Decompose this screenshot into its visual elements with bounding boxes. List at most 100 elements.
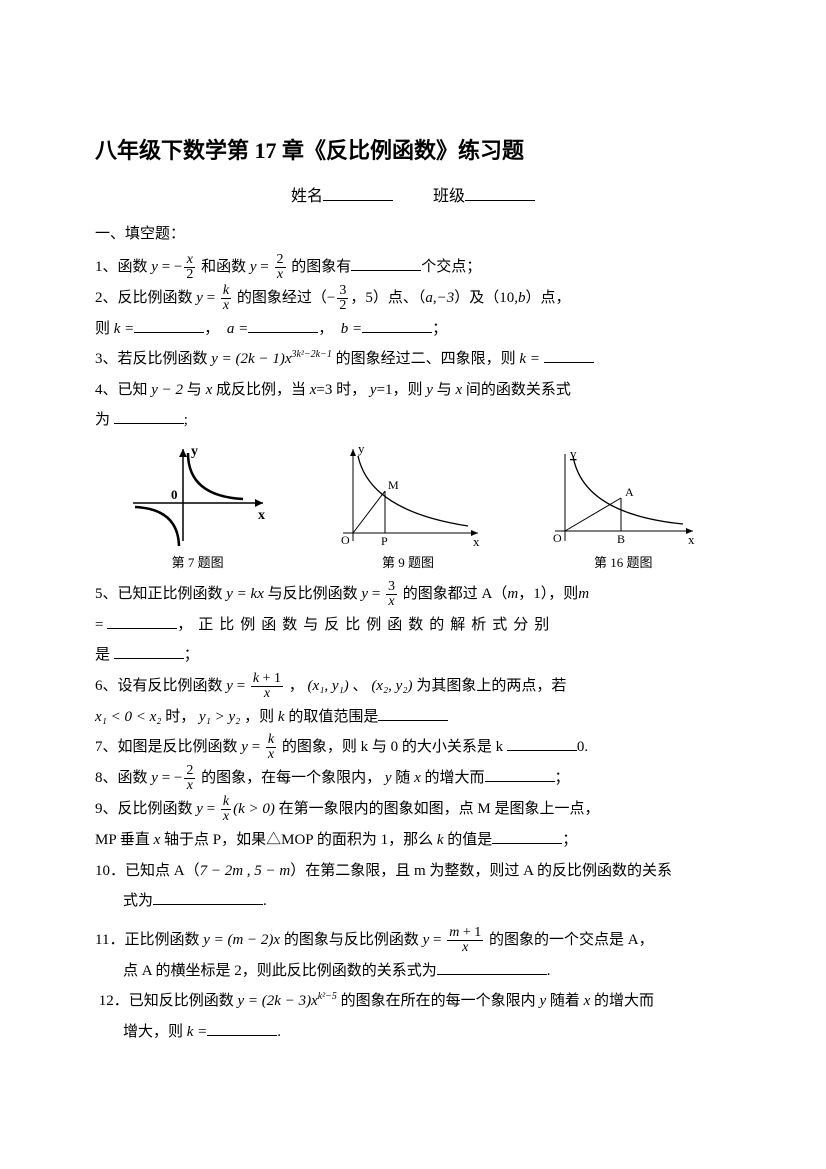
q2-text-e: ）点，	[526, 290, 571, 306]
q4-e: =1，则	[377, 382, 423, 398]
q6-b: ，	[289, 678, 304, 694]
q8-d: 的增大而	[424, 770, 484, 786]
q11-m2x: y = (m − 2)x	[203, 932, 280, 948]
q9-a: 9、反比例函数	[95, 801, 193, 817]
q3-text-a: 3、若反比例函数	[95, 351, 208, 367]
q12-c: 随着	[550, 993, 580, 1009]
question-11: 11．正比例函数 y = (m − 2)x 的图象与反比例函数 y = m + …	[95, 926, 731, 955]
q12-x: x	[584, 993, 591, 1009]
q8-c: 随	[395, 770, 410, 786]
question-10-line2: 式为.	[95, 887, 731, 916]
class-blank[interactable]	[465, 184, 535, 201]
q12-y: y	[539, 993, 546, 1009]
q11-blank[interactable]	[437, 959, 547, 975]
q8-a: 8、函数	[95, 770, 148, 786]
q8-x: x	[414, 770, 421, 786]
q9-k: k	[437, 832, 444, 848]
q5-blank1[interactable]	[107, 613, 177, 629]
q4-x: x	[206, 382, 213, 398]
q7-b: 的图象，则 k 与 0 的大小关系是 k	[282, 739, 503, 755]
svg-text:x: x	[258, 508, 265, 523]
q12-d: 的增大而	[594, 993, 654, 1009]
q12-a: 12．已知反比例函数	[99, 993, 234, 1009]
svg-text:x: x	[688, 532, 695, 547]
question-9: 9、反比例函数 y = kx(k > 0) 在第一象限内的图象如图，点 M 是图…	[95, 795, 731, 824]
q6-c: 、	[353, 678, 368, 694]
figure-row: x y 0 第 7 题图 x y O M P 第 9 题图	[95, 441, 731, 576]
question-1: 1、函数 y = −x2 和函数 y = 2x 的图象有个交点；	[95, 253, 731, 282]
class-label: 班级	[433, 188, 465, 205]
q12-e: 增大，则	[123, 1024, 183, 1040]
q1-text-a: 1、函数	[95, 259, 148, 275]
q11-d: 点 A 的横坐标是 2，则此反比例函数的关系式为	[123, 963, 437, 979]
q4-y2: y − 2	[151, 382, 183, 398]
q2-text-b: 的图象经过（−	[237, 290, 335, 306]
q2-a2: a =	[227, 321, 248, 337]
q9-e: 的值是	[447, 832, 492, 848]
q4-blank[interactable]	[114, 408, 184, 424]
q7-blank[interactable]	[507, 735, 577, 751]
name-blank[interactable]	[323, 184, 393, 201]
q12-blank[interactable]	[207, 1020, 277, 1036]
q6-x1lt: x₁ < 0 < x₂	[95, 709, 162, 725]
q6-xy2: (x₂, y₂)	[371, 678, 412, 694]
q1-text-c: 的图象有	[291, 259, 351, 275]
q2-blank-k[interactable]	[134, 317, 204, 333]
figure-9: x y O M P 第 9 题图	[328, 441, 488, 576]
question-11-line2: 点 A 的横坐标是 2，则此反比例函数的关系式为.	[95, 957, 731, 986]
q8-b: 的图象，在每一个象限内，	[201, 770, 381, 786]
question-5: 5、已知正比例函数 y = kx 与反比例函数 y = 3x 的图象都过 A（m…	[95, 580, 731, 609]
q2-blank-b[interactable]	[362, 317, 432, 333]
question-5-line2: = ，正比例函数与反比例函数的解析式分别	[95, 611, 731, 640]
name-class-row: 姓名 班级	[95, 182, 731, 212]
q4-h: 为	[95, 412, 110, 428]
q6-k: k	[278, 709, 285, 725]
svg-text:x: x	[473, 534, 480, 549]
q10-72m: 7 − 2m , 5 − m	[200, 863, 291, 879]
svg-text:M: M	[388, 478, 399, 492]
q9-blank[interactable]	[492, 828, 562, 844]
q8-blank[interactable]	[485, 766, 555, 782]
svg-text:O: O	[341, 533, 350, 547]
q4-b: 与	[187, 382, 202, 398]
question-7: 7、如图是反比例函数 y = kx 的图象，则 k 与 0 的大小关系是 k 0…	[95, 733, 731, 762]
svg-text:A: A	[625, 485, 634, 499]
q8-y: y	[385, 770, 392, 786]
q3-blank[interactable]	[544, 347, 594, 363]
question-9-line2: MP 垂直 x 轴于点 P，如果△MOP 的面积为 1，那么 k 的值是；	[95, 826, 731, 855]
fig16-caption: 第 16 题图	[543, 551, 703, 576]
q10-a: 10．已知点 A（	[95, 863, 200, 879]
q3-func: y = (2k − 1)x	[211, 351, 291, 367]
figure-16: x v O A B 第 16 题图	[543, 446, 703, 576]
q4-a: 4、已知	[95, 382, 148, 398]
question-3: 3、若反比例函数 y = (2k − 1)x3k²−2k−1 的图象经过二、四象…	[95, 345, 731, 374]
q11-a: 11．正比例函数	[95, 932, 199, 948]
fig7-caption: 第 7 题图	[123, 551, 273, 576]
q10-c: 式为	[123, 893, 153, 909]
q5-blank2[interactable]	[114, 643, 184, 659]
q3-pow: 3k²−2k−1	[291, 349, 331, 360]
svg-text:P: P	[381, 534, 388, 548]
question-5-line3: 是 ；	[95, 641, 731, 670]
figure-7: x y 0 第 7 题图	[123, 441, 273, 576]
q12-b: 的图象在所在的每一个象限内	[341, 993, 536, 1009]
section-1-label: 一、填空题：	[95, 220, 731, 249]
q7-a: 7、如图是反比例函数	[95, 739, 238, 755]
q6-blank[interactable]	[378, 705, 448, 721]
q4-f: 与	[437, 382, 452, 398]
q1-blank[interactable]	[351, 255, 421, 271]
q2-text-a: 2、反比例函数	[95, 290, 193, 306]
q2-blank-a[interactable]	[248, 317, 318, 333]
q2-a-neg3: a,−3	[425, 290, 454, 306]
q4-g: 间的函数关系式	[466, 382, 571, 398]
q6-a: 6、设有反比例函数	[95, 678, 223, 694]
svg-text:B: B	[617, 532, 625, 546]
q5-e: =	[95, 617, 103, 633]
q7-c: 0.	[577, 739, 588, 755]
q12-2k3: y = (2k − 3)x	[238, 993, 318, 1009]
q5-c: 的图象都过 A（	[403, 586, 508, 602]
q10-blank[interactable]	[153, 889, 263, 905]
q5-b: 与反比例函数	[268, 586, 358, 602]
q5-f: ，正比例函数与反比例函数的解析式分别	[177, 617, 555, 633]
q5-g: 是	[95, 647, 110, 663]
